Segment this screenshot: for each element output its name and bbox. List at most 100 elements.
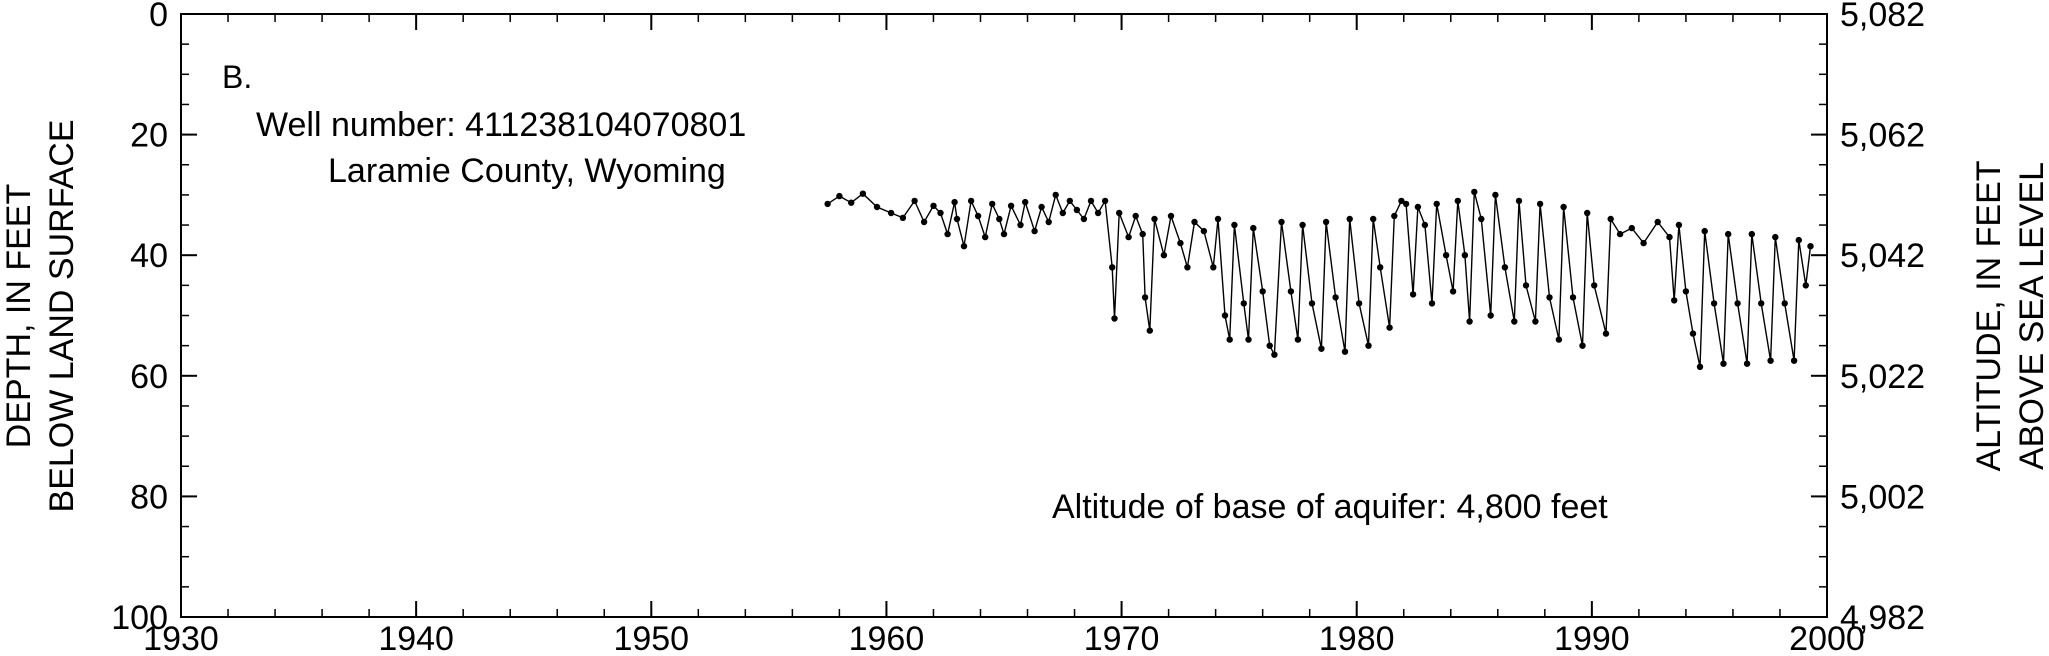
data-point (1584, 209, 1591, 217)
data-point (1017, 221, 1024, 229)
data-point (1073, 206, 1081, 214)
data-point (1640, 239, 1647, 247)
data-point (1052, 191, 1059, 199)
data-point (1414, 203, 1422, 211)
x-tick-label: 1960 (849, 620, 925, 656)
data-point (1454, 197, 1462, 205)
x-tick-label: 1970 (1084, 620, 1160, 656)
y-right-tick-label: 5,042 (1840, 237, 1925, 275)
x-tick-label: 1940 (378, 620, 454, 656)
data-point (1607, 215, 1614, 223)
data-point (1191, 218, 1198, 226)
data-point (1365, 342, 1372, 349)
data-point (1214, 215, 1222, 223)
data-point (1386, 324, 1393, 331)
data-point (1210, 264, 1217, 271)
data-point (1318, 345, 1325, 352)
data-point (1515, 197, 1523, 205)
data-point (1184, 264, 1191, 271)
y-right-tick-label: 5,082 (1840, 0, 1925, 34)
series-line (827, 191, 1812, 367)
data-point (967, 197, 975, 205)
data-point (1278, 218, 1285, 226)
data-point (1442, 252, 1450, 259)
data-point (1696, 363, 1704, 370)
data-point (1654, 218, 1661, 226)
data-point (1045, 218, 1052, 226)
y-minor-ticks (181, 13, 1827, 618)
data-point (1461, 252, 1469, 259)
data-point (1031, 227, 1038, 235)
data-point (1346, 215, 1353, 223)
data-point (1569, 294, 1577, 301)
data-point (1602, 330, 1610, 337)
data-point (1466, 318, 1473, 325)
data-point (920, 218, 928, 226)
data-point (1250, 224, 1257, 232)
data-point (1139, 230, 1146, 238)
data-point (1710, 300, 1718, 307)
x-tick-label: 1980 (1319, 620, 1395, 656)
data-point (1151, 215, 1158, 223)
y-left-label-line1: DEPTH, IN FEET (0, 184, 38, 448)
data-point (1579, 342, 1586, 349)
data-point (1109, 264, 1116, 271)
data-point (1059, 209, 1067, 217)
data-point (996, 215, 1003, 223)
data-point (1591, 282, 1598, 289)
data-point (1807, 243, 1814, 250)
data-point (1532, 318, 1539, 325)
y-left-tick-label: 60 (130, 358, 168, 396)
data-point (1781, 300, 1788, 307)
data-point (1087, 197, 1095, 205)
data-point (1322, 218, 1330, 226)
data-point (989, 200, 996, 208)
y-left-tick-label: 40 (130, 237, 168, 275)
data-point (937, 209, 944, 217)
y-left-label-line2: BELOW LAND SURFACE (43, 120, 81, 513)
data-point (1616, 230, 1624, 238)
location-annotation: Laramie County, Wyoming (328, 152, 726, 190)
data-point (1492, 191, 1499, 199)
data-point (1511, 318, 1518, 325)
data-point (1689, 330, 1697, 337)
x-tick-label: 1930 (143, 620, 219, 656)
y-right-axis-ticks: 5,082 5,062 5,042 5,022 5,002 4,982 (1811, 0, 1925, 637)
series-layer (824, 188, 1814, 370)
data-point (1094, 209, 1102, 217)
data-point (1167, 212, 1175, 220)
data-point (873, 203, 881, 211)
data-point (1398, 197, 1405, 205)
y-left-tick-label: 20 (130, 117, 168, 155)
data-point (1772, 233, 1779, 241)
data-point (1355, 300, 1363, 307)
data-point (911, 197, 918, 205)
y-left-tick-label: 0 (149, 0, 168, 34)
data-point (944, 230, 951, 238)
data-point (899, 214, 907, 221)
data-point (1501, 264, 1509, 271)
data-point (1231, 221, 1238, 229)
data-point (1101, 197, 1109, 205)
data-point (1487, 312, 1494, 319)
data-point (953, 215, 961, 223)
data-point (1628, 224, 1636, 232)
data-point (1370, 215, 1377, 223)
y-left-axis-ticks: 0 20 40 60 80 100 (111, 0, 197, 637)
data-point (1682, 288, 1690, 295)
data-point (1287, 288, 1295, 295)
data-point (1200, 227, 1208, 235)
data-point (1308, 300, 1316, 307)
data-point (1240, 300, 1248, 307)
data-point (951, 198, 958, 206)
data-point (1141, 294, 1149, 301)
data-point (1299, 221, 1306, 229)
data-point (1795, 236, 1803, 244)
data-point (1132, 212, 1139, 220)
data-point (887, 209, 895, 217)
data-point (1221, 312, 1229, 319)
data-point (1428, 300, 1436, 307)
data-point (1007, 202, 1015, 209)
data-point (1701, 227, 1708, 235)
